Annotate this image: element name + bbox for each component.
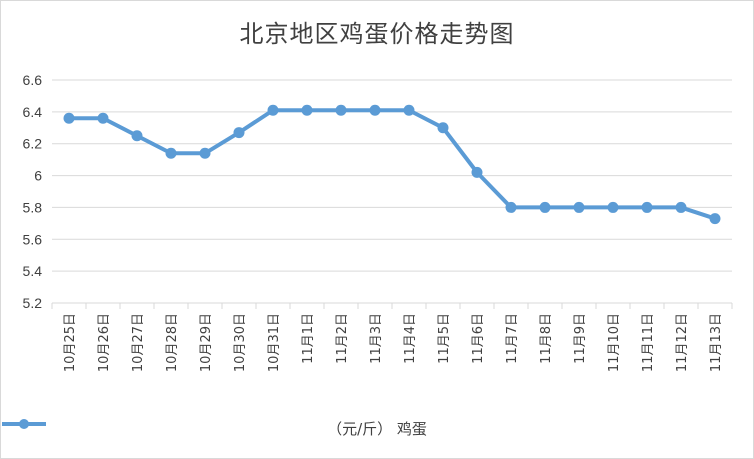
x-category-label: 11月8日 <box>539 313 554 364</box>
data-point <box>573 201 585 213</box>
data-point <box>335 104 347 116</box>
x-category-label: 10月31日 <box>267 313 282 372</box>
legend: （元/斤） 鸡蛋 <box>0 416 754 440</box>
y-tick-label: 5.6 <box>23 231 43 247</box>
data-point <box>301 104 313 116</box>
x-category-label: 11月7日 <box>505 313 520 364</box>
data-point <box>233 127 245 139</box>
x-category-label: 10月27日 <box>131 313 146 372</box>
y-tick-label: 5.4 <box>23 263 43 279</box>
x-category-label: 10月28日 <box>165 313 180 372</box>
y-tick-label: 5.8 <box>23 199 43 215</box>
x-category-label: 11月11日 <box>641 313 656 372</box>
x-axis: 10月25日 10月26日 10月27日 10月28日 10月29日 10月30日 10月3… <box>51 303 733 372</box>
x-category-label: 10月30日 <box>233 313 248 372</box>
data-point <box>709 213 721 225</box>
x-category-label: 10月26日 <box>97 313 112 372</box>
data-point <box>403 104 415 116</box>
legend-dot <box>19 419 29 429</box>
data-point <box>641 201 653 213</box>
data-point <box>675 201 687 213</box>
y-tick-label: 6.4 <box>23 104 43 120</box>
y-axis: 5.2 5.4 5.6 5.8 6 6.2 6.4 6.6 <box>23 72 43 311</box>
y-tick-label: 6.2 <box>23 136 43 152</box>
data-point <box>539 201 551 213</box>
data-point <box>505 201 517 213</box>
gridlines <box>52 79 732 304</box>
legend-label: （元/斤） 鸡蛋 <box>327 419 427 438</box>
y-tick-label: 6 <box>34 168 42 184</box>
data-point <box>607 201 619 213</box>
x-category-label: 11月10日 <box>607 313 622 372</box>
data-point <box>131 130 143 142</box>
data-point <box>471 166 483 178</box>
legend-marker <box>2 419 46 429</box>
x-category-label: 11月4日 <box>403 313 418 364</box>
series-line <box>69 108 716 221</box>
x-category-label: 10月25日 <box>63 313 78 372</box>
x-category-label: 11月13日 <box>709 313 724 372</box>
x-category-label: 11月1日 <box>301 313 316 364</box>
data-point <box>199 147 211 159</box>
x-category-label: 11月3日 <box>369 313 384 364</box>
y-tick-label: 5.2 <box>23 295 43 311</box>
series-eggs <box>63 104 721 225</box>
data-point <box>437 122 449 134</box>
x-category-label: 11月12日 <box>675 313 690 372</box>
x-category-label: 11月9日 <box>573 313 588 364</box>
x-category-label: 11月5日 <box>437 313 452 364</box>
data-point <box>97 112 109 124</box>
data-point <box>267 104 279 116</box>
data-point <box>165 147 177 159</box>
x-category-label: 11月2日 <box>335 313 350 364</box>
chart-title: 北京地区鸡蛋价格走势图 <box>239 20 515 48</box>
y-tick-label: 6.6 <box>23 72 43 88</box>
data-point <box>369 104 381 116</box>
x-category-label: 11月6日 <box>471 313 486 364</box>
x-category-label: 10月29日 <box>199 313 214 372</box>
data-point <box>63 112 75 124</box>
